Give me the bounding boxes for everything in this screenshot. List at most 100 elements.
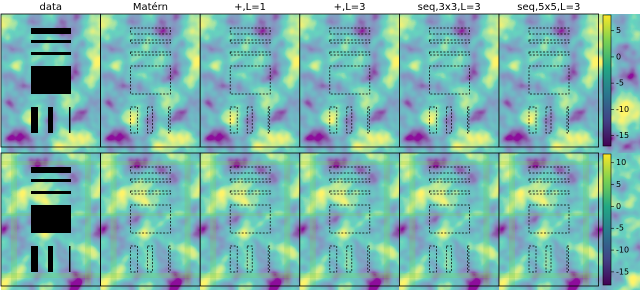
mask-outline bbox=[429, 65, 470, 95]
image-panel bbox=[299, 13, 400, 148]
mask-outline bbox=[446, 245, 452, 273]
mask-outline bbox=[267, 245, 271, 273]
mask-outline bbox=[329, 65, 371, 95]
band bbox=[184, 153, 191, 286]
image-panel bbox=[199, 152, 301, 287]
mask-outline bbox=[329, 204, 371, 234]
mask-outline bbox=[329, 190, 371, 195]
mask-outline bbox=[528, 245, 537, 273]
heatmap bbox=[399, 14, 499, 147]
band bbox=[483, 153, 490, 286]
mask-outline bbox=[147, 106, 153, 134]
image-panel bbox=[498, 152, 599, 287]
mask-outline bbox=[246, 106, 253, 134]
mask-outline bbox=[528, 190, 570, 195]
mask bbox=[31, 191, 71, 194]
mask-outline bbox=[429, 245, 437, 273]
mask-outline bbox=[545, 106, 552, 134]
mask bbox=[31, 205, 71, 233]
mask-outline bbox=[566, 106, 569, 134]
heatmap bbox=[299, 14, 400, 147]
mask-outline bbox=[130, 106, 138, 134]
mask-outline bbox=[528, 204, 570, 234]
heatmap bbox=[499, 153, 599, 286]
band bbox=[509, 153, 515, 286]
mask-outline bbox=[467, 106, 470, 134]
band bbox=[299, 161, 400, 165]
mask-outline bbox=[130, 204, 171, 234]
mask bbox=[31, 246, 38, 272]
mask-outline bbox=[566, 245, 569, 273]
colorbar-tick-label: -5 bbox=[616, 79, 624, 88]
mask-outline bbox=[528, 65, 570, 95]
colorbar bbox=[602, 14, 612, 147]
panel-title: seq,5x5,L=3 bbox=[517, 2, 580, 13]
colorbar-tick-label: 0 bbox=[616, 202, 621, 211]
colorbar-tick-label: -10 bbox=[616, 246, 629, 255]
band bbox=[1, 273, 101, 278]
mask-outline bbox=[229, 65, 271, 95]
mask-outline bbox=[229, 166, 271, 174]
band bbox=[100, 273, 201, 278]
mask-outline bbox=[528, 166, 570, 174]
panel-title: data bbox=[40, 2, 63, 13]
band bbox=[583, 153, 589, 286]
mask-outline bbox=[528, 27, 570, 35]
mask-outline bbox=[229, 27, 271, 35]
mask-outline bbox=[528, 51, 570, 56]
mask bbox=[31, 179, 71, 182]
colorbar-tick-label: -5 bbox=[616, 224, 624, 233]
band bbox=[383, 153, 390, 286]
mask bbox=[69, 246, 71, 272]
band bbox=[399, 213, 499, 216]
panel-title: Matérn bbox=[133, 1, 168, 13]
mask-outline bbox=[545, 245, 552, 273]
mask-outline bbox=[267, 106, 271, 134]
band bbox=[210, 153, 217, 286]
mask bbox=[31, 107, 38, 133]
panel-title: seq,3x3,L=3 bbox=[418, 2, 481, 13]
mask-outline bbox=[329, 178, 371, 183]
mask-outline bbox=[229, 39, 271, 44]
mask-outline bbox=[429, 166, 470, 174]
mask-outline bbox=[147, 245, 153, 273]
mask bbox=[69, 107, 71, 133]
mask-outline bbox=[528, 39, 570, 44]
heatmap bbox=[200, 153, 300, 286]
band bbox=[299, 213, 400, 216]
band bbox=[200, 213, 300, 216]
colorbar-tick-label: -10 bbox=[616, 105, 629, 114]
colorbar-tick-label: -15 bbox=[616, 131, 629, 140]
mask-outline bbox=[429, 204, 470, 234]
band bbox=[284, 153, 291, 286]
mask-outline bbox=[130, 166, 171, 174]
mask-outline bbox=[229, 190, 271, 195]
mask-outline bbox=[130, 245, 138, 273]
band bbox=[409, 153, 416, 286]
band bbox=[299, 273, 400, 278]
heatmap bbox=[100, 14, 201, 147]
band bbox=[399, 273, 499, 278]
band bbox=[399, 161, 499, 165]
mask bbox=[48, 107, 53, 133]
mask-outline bbox=[329, 39, 371, 44]
mask-outline bbox=[329, 106, 338, 134]
heatmap bbox=[299, 153, 400, 286]
band bbox=[11, 153, 17, 286]
band bbox=[110, 153, 117, 286]
mask-outline bbox=[367, 106, 370, 134]
band bbox=[1, 161, 101, 165]
mask bbox=[31, 167, 71, 173]
mask-outline bbox=[229, 204, 271, 234]
mask-outline bbox=[329, 51, 371, 56]
mask-outline bbox=[246, 245, 253, 273]
mask-outline bbox=[229, 178, 271, 183]
image-panel bbox=[299, 152, 400, 287]
image-panel bbox=[0, 152, 101, 287]
mask bbox=[48, 246, 53, 272]
band bbox=[200, 273, 300, 278]
mask-outline bbox=[130, 27, 171, 35]
mask-outline bbox=[528, 178, 570, 183]
heatmap bbox=[100, 153, 201, 286]
